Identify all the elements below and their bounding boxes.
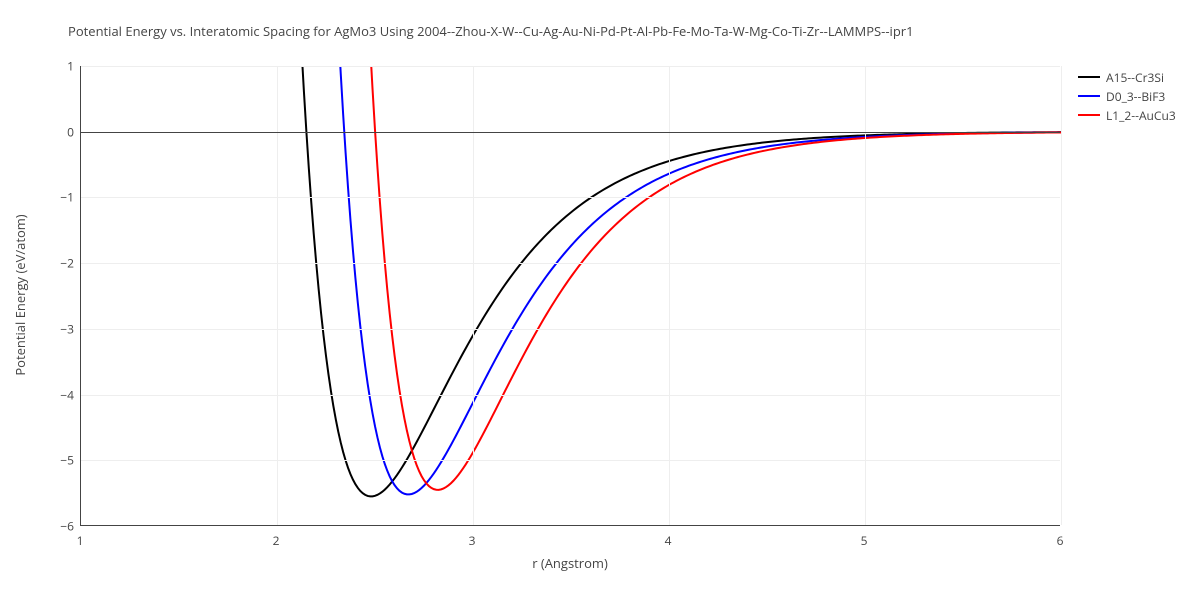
x-tick-label: 5: [861, 532, 868, 549]
plot-area: [80, 66, 1060, 526]
gridline-h: [81, 329, 1060, 330]
y-tick-label: −5: [52, 452, 74, 469]
legend-item[interactable]: L1_2--AuCu3: [1078, 106, 1176, 124]
y-tick-label: −6: [52, 518, 74, 535]
gridline-v: [277, 66, 278, 525]
gridline-h: [81, 395, 1060, 396]
y-tick-label: −2: [52, 255, 74, 272]
y-axis-label: Potential Energy (eV/atom): [11, 185, 29, 405]
y-tick-label: −3: [52, 320, 74, 337]
gridline-h: [81, 263, 1060, 264]
gridline-h: [81, 66, 1060, 67]
y-tick-label: 0: [52, 123, 74, 140]
x-axis-label: r (Angstrom): [510, 554, 630, 572]
chart-title: Potential Energy vs. Interatomic Spacing…: [68, 22, 914, 40]
x-tick-label: 1: [77, 532, 84, 549]
series-line: [81, 0, 1061, 496]
gridline-v: [669, 66, 670, 525]
gridline-v: [473, 66, 474, 525]
gridline-v: [865, 66, 866, 525]
gridline-h: [81, 460, 1060, 461]
x-tick-label: 3: [469, 532, 476, 549]
legend-swatch: [1078, 114, 1100, 116]
zeroline: [81, 132, 1060, 133]
y-tick-label: −1: [52, 189, 74, 206]
y-tick-label: −4: [52, 386, 74, 403]
legend-item[interactable]: A15--Cr3Si: [1078, 68, 1176, 86]
legend-label: A15--Cr3Si: [1106, 69, 1164, 86]
curves-svg: [81, 66, 1061, 526]
gridline-h: [81, 197, 1060, 198]
y-tick-label: 1: [52, 58, 74, 75]
legend-swatch: [1078, 95, 1100, 97]
x-tick-label: 6: [1057, 532, 1064, 549]
x-tick-label: 2: [273, 532, 280, 549]
legend-label: L1_2--AuCu3: [1106, 107, 1176, 124]
legend-item[interactable]: D0_3--BiF3: [1078, 87, 1176, 105]
legend-label: D0_3--BiF3: [1106, 88, 1165, 105]
gridline-v: [1061, 66, 1062, 525]
legend: A15--Cr3Si D0_3--BiF3 L1_2--AuCu3: [1078, 68, 1176, 125]
legend-swatch: [1078, 76, 1100, 78]
x-tick-label: 4: [665, 532, 672, 549]
series-line: [81, 0, 1061, 494]
